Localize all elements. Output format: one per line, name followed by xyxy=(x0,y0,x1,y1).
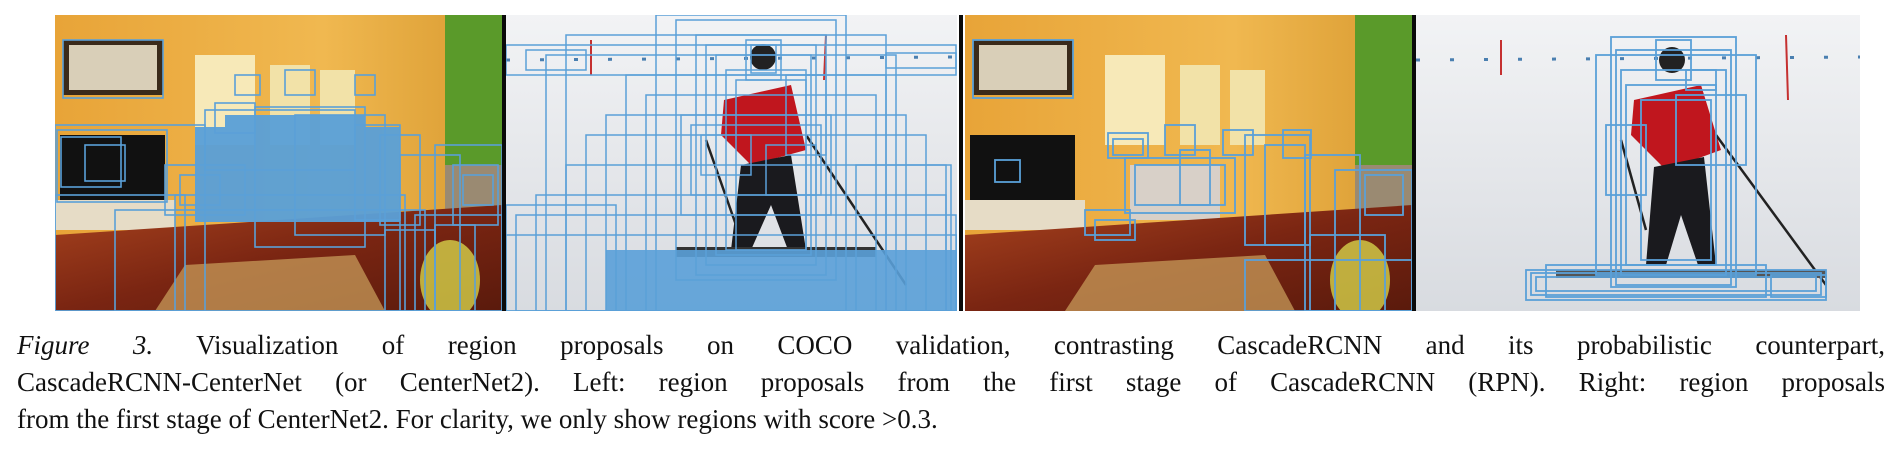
caption-line-2: CascadeRCNN-CenterNet (or CenterNet2). L… xyxy=(17,367,1885,397)
skier-rpn-panel xyxy=(506,15,957,311)
caption-line-1: Figure 3. Visualization of region propos… xyxy=(17,327,1885,364)
caption-text-1: Visualization of region proposals on COC… xyxy=(196,330,1886,360)
skier-rpn-image xyxy=(506,15,957,311)
living-room-centernet2-panel xyxy=(965,15,1412,311)
figure-caption: Figure 3. Visualization of region propos… xyxy=(17,327,1885,438)
panel-separator xyxy=(1412,15,1416,311)
living-room-rpn-image xyxy=(55,15,502,311)
panel-separator xyxy=(502,15,506,311)
skier-centernet2-panel xyxy=(1416,15,1860,311)
figure-images xyxy=(55,15,1860,311)
caption-line-3: from the first stage of CenterNet2. For … xyxy=(17,404,938,434)
figure-label: Figure 3. xyxy=(17,330,154,360)
skier-centernet2-image xyxy=(1416,15,1860,311)
living-room-rpn-panel xyxy=(55,15,502,311)
panel-separator xyxy=(959,15,963,311)
living-room-centernet2-image xyxy=(965,15,1412,311)
